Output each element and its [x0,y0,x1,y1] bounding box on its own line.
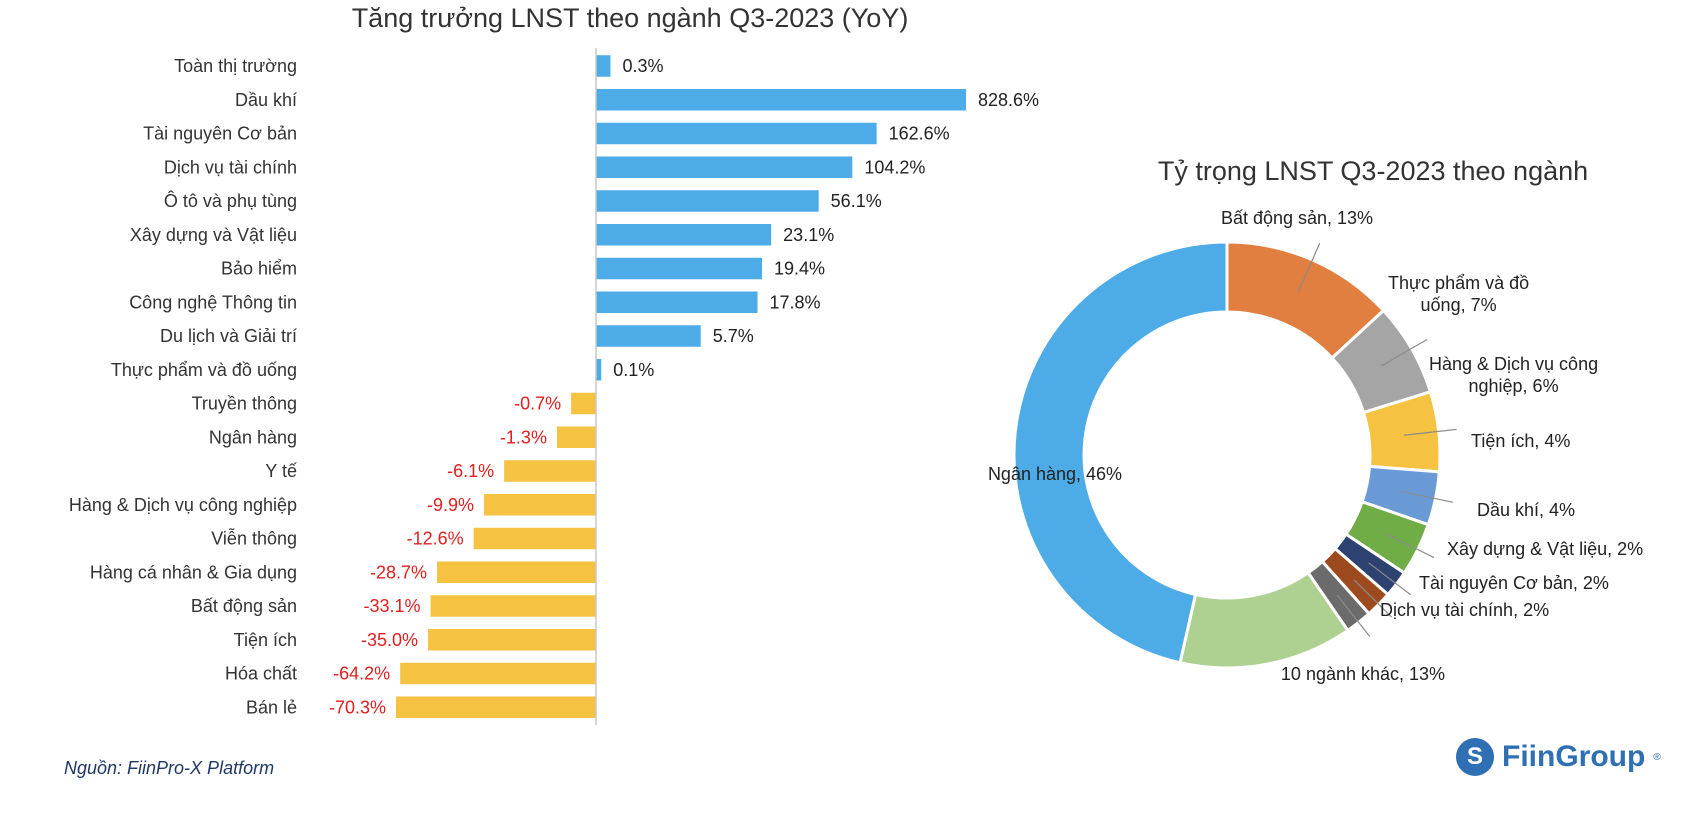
category-label: Viễn thông [211,528,297,549]
leader-line [1297,243,1321,293]
category-label: Xây dựng và Vật liệu [130,225,297,245]
leader-line [1403,428,1457,436]
category-label: Y tế [265,461,297,481]
category-label: Toàn thị trường [174,56,297,76]
bar [596,89,966,111]
bar-chart-title: Tăng trưởng LNST theo ngành Q3-2023 (YoY… [352,3,909,33]
bar [596,156,853,178]
category-label: Ngân hàng [209,427,297,447]
bar [596,190,819,212]
data-label: 17.8% [770,292,821,312]
slice-label: Dịch vụ tài chính, 2% [1380,600,1549,620]
leader-line [1368,562,1412,596]
slice-label: Ngân hàng, 46% [988,464,1122,484]
source-note: Nguồn: FiinPro-X Platform [64,758,275,778]
slice-label: Bất động sản, 13% [1221,208,1373,228]
bar [437,561,596,583]
data-label: 19.4% [774,259,825,279]
data-label: 5.7% [713,326,754,346]
bar [430,595,596,617]
brand-registered-mark: ® [1653,751,1661,763]
category-label: Bán lẻ [246,697,297,717]
category-label: Tài nguyên Cơ bản [143,124,297,144]
slice-label: Dầu khí, 4% [1477,500,1575,520]
data-label: 0.3% [622,56,663,76]
category-label: Công nghệ Thông tin [129,292,297,312]
category-label: Du lịch và Giải trí [160,326,297,346]
data-label: 23.1% [783,225,834,245]
data-label: 104.2% [864,157,925,177]
data-label: 56.1% [831,191,882,211]
slice-label: 10 ngành khác, 13% [1281,664,1445,684]
donut-slice [1012,240,1229,665]
brand-name: FiinGroup [1502,740,1646,773]
data-label: -70.3% [329,697,386,717]
brand-logo: S FiinGroup ® [1456,738,1661,776]
bar [484,494,596,516]
category-label: Tiện ích [234,630,297,650]
bar [596,291,758,313]
fiingroup-logo-icon: S [1456,738,1494,776]
category-label: Bất động sản [191,596,297,616]
leader-line [1401,490,1454,503]
bar [473,527,596,550]
bar [596,257,763,280]
data-label: -9.9% [427,495,474,515]
data-label: -64.2% [333,664,390,684]
data-label: -1.3% [500,427,547,447]
slice-label: Thực phẩm và đồ uống, 7% [1388,273,1529,315]
category-label: Thực phẩm và đồ uống [111,360,297,380]
slice-label: Tiện ích, 4% [1471,431,1570,451]
data-label: -35.0% [361,630,418,650]
bar [596,325,701,347]
bar [396,696,596,718]
data-label: 0.1% [613,360,654,380]
data-label: -33.1% [364,596,421,616]
bar [596,122,877,145]
bar [596,55,611,77]
category-label: Hóa chất [225,664,297,684]
category-label: Bảo hiểm [221,259,297,279]
slice-label: Xây dựng & Vật liệu, 2% [1447,539,1643,559]
category-label: Hàng cá nhân & Gia dụng [90,562,297,582]
bar [596,224,772,246]
category-label: Truyền thông [192,394,297,414]
category-label: Hàng & Dịch vụ công nghiệp [69,495,297,515]
data-label: 828.6% [978,90,1039,110]
donut-chart-title: Tỷ trọng LNST Q3-2023 theo ngành [1158,156,1588,186]
leader-line [1336,594,1371,637]
bar [428,629,596,651]
bar-chart: Toàn thị trường 0.3% Dầu khí 828.6% Tài nguy… [69,48,1039,726]
bar [556,426,596,448]
leader-line [1380,338,1428,367]
donut-chart: Bất động sản, 13% Thực phẩm và đồ uống, 7%… [988,208,1643,684]
leader-line [1386,533,1435,559]
category-label: Dịch vụ tài chính [164,157,297,177]
category-label: Ô tô và phụ tùng [164,190,297,211]
category-label: Dầu khí [235,90,297,110]
bar [504,460,596,482]
data-label: -6.1% [447,461,494,481]
bar [571,392,596,415]
slice-label: Hàng & Dịch vụ công nghiệp, 6% [1429,354,1598,396]
bar [400,662,596,685]
slice-label: Tài nguyên Cơ bản, 2% [1419,573,1609,593]
data-label: 162.6% [889,124,950,144]
data-label: -12.6% [407,529,464,549]
data-label: -28.7% [370,562,427,582]
data-label: -0.7% [514,394,561,414]
leader-line [1353,579,1393,618]
bar [596,359,602,381]
